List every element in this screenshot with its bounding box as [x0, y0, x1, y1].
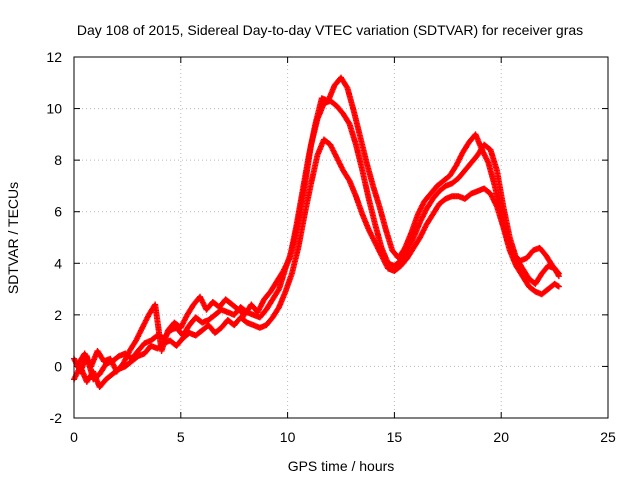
chart-title: Day 108 of 2015, Sidereal Day-to-day VTE…: [77, 22, 583, 38]
data-points: [71, 74, 562, 391]
series-trace-c: [75, 74, 562, 375]
y-tick-label: -2: [50, 410, 63, 426]
y-tick-label: 4: [54, 255, 62, 271]
x-tick-label: 20: [493, 429, 509, 445]
y-tick-label: 8: [54, 152, 62, 168]
data-point-marker: [554, 269, 561, 276]
x-tick-label: 10: [280, 429, 296, 445]
series-trace-b: [71, 136, 562, 391]
data-point-marker: [555, 283, 562, 290]
x-tick-label: 0: [70, 429, 78, 445]
y-tick-label: 10: [46, 101, 62, 117]
y-tick-label: 12: [46, 49, 62, 65]
y-axis-label: SDTVAR / TECUs: [5, 182, 21, 294]
y-tick-label: 2: [54, 307, 62, 323]
tick-labels: 0 5 10 15 20 25 -2 0 2 4 6 8 10 12: [46, 49, 616, 445]
plot-frame: [73, 56, 609, 419]
data-point-marker: [275, 287, 282, 294]
x-axis-label: GPS time / hours: [288, 458, 395, 474]
x-tick-label: 5: [177, 429, 185, 445]
data-point-marker: [343, 83, 350, 90]
grid: [74, 57, 608, 418]
x-tick-label: 25: [600, 429, 616, 445]
series-trace-a: [71, 97, 562, 383]
x-tick-label: 15: [387, 429, 403, 445]
data-point-marker: [555, 270, 562, 277]
y-tick-label: 0: [54, 358, 62, 374]
y-tick-label: 6: [54, 204, 62, 220]
data-point-marker: [345, 119, 352, 126]
